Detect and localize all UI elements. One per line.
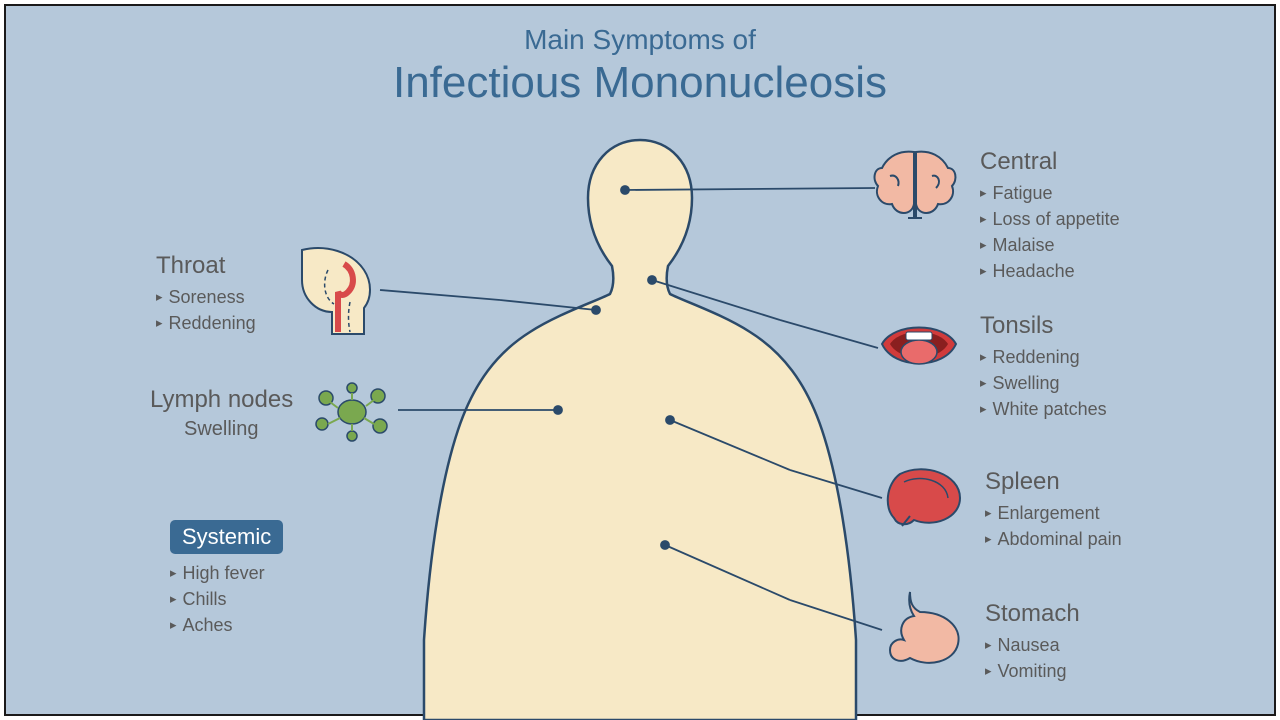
body-silhouette: [420, 130, 860, 720]
central-title: Central: [980, 148, 1120, 176]
systemic-item: Chills: [170, 586, 283, 612]
systemic-item: Aches: [170, 612, 283, 638]
throat-label: Throat Soreness Reddening: [156, 252, 256, 336]
systemic-item: High fever: [170, 560, 283, 586]
title-line2: Infectious Mononucleosis: [0, 58, 1280, 108]
systemic-label: Systemic High fever Chills Aches: [170, 520, 283, 638]
lymph-title: Lymph nodes: [150, 386, 293, 414]
stomach-item: Nausea: [985, 632, 1080, 658]
stomach-icon: [880, 588, 970, 673]
stomach-item: Vomiting: [985, 658, 1080, 684]
title-block: Main Symptoms of Infectious Mononucleosi…: [0, 24, 1280, 108]
throat-item: Reddening: [156, 310, 256, 336]
systemic-badge: Systemic: [170, 520, 283, 554]
spleen-label: Spleen Enlargement Abdominal pain: [985, 468, 1122, 552]
spleen-item: Enlargement: [985, 500, 1122, 526]
central-item: Headache: [980, 258, 1120, 284]
central-item: Malaise: [980, 232, 1120, 258]
stomach-title: Stomach: [985, 600, 1080, 628]
central-item: Loss of appetite: [980, 206, 1120, 232]
tonsils-label: Tonsils Reddening Swelling White patches: [980, 312, 1107, 422]
lymph-icon: [308, 380, 396, 449]
central-item: Fatigue: [980, 180, 1120, 206]
spleen-item: Abdominal pain: [985, 526, 1122, 552]
tonsils-item: Swelling: [980, 370, 1107, 396]
spleen-icon: [880, 460, 970, 537]
tonsils-item: Reddening: [980, 344, 1107, 370]
throat-icon: [292, 242, 378, 343]
lymph-sub: Swelling: [150, 418, 293, 441]
tonsils-item: White patches: [980, 396, 1107, 422]
throat-title: Throat: [156, 252, 256, 280]
central-label: Central Fatigue Loss of appetite Malaise…: [980, 148, 1120, 284]
brain-icon: [870, 146, 960, 229]
throat-item: Soreness: [156, 284, 256, 310]
title-line1: Main Symptoms of: [0, 24, 1280, 56]
tonsils-title: Tonsils: [980, 312, 1107, 340]
stomach-label: Stomach Nausea Vomiting: [985, 600, 1080, 684]
lymph-label: Lymph nodes Swelling: [150, 386, 293, 441]
mouth-icon: [876, 314, 962, 385]
spleen-title: Spleen: [985, 468, 1122, 496]
